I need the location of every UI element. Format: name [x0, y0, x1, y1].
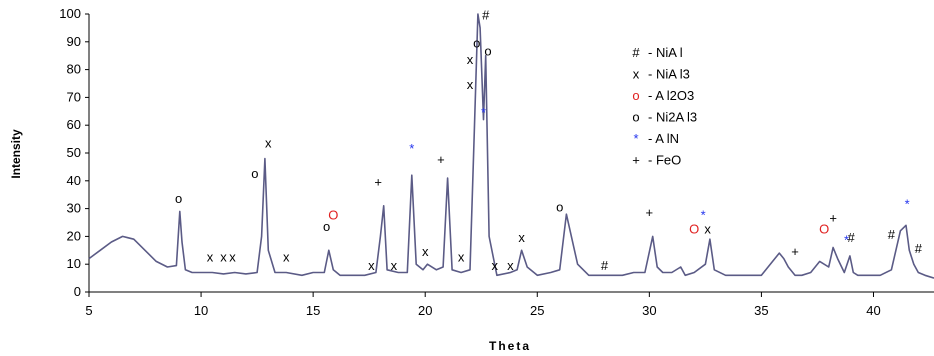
legend-label: - NiA l3 — [648, 67, 690, 82]
legend-label: - Ni2A l3 — [648, 110, 697, 125]
legend-symbol: o — [632, 110, 639, 125]
phase-marker: x — [704, 222, 711, 237]
phase-marker: o — [175, 191, 182, 206]
legend-symbol: * — [633, 131, 638, 146]
phase-marker: x — [283, 249, 290, 264]
phase-marker: o — [484, 44, 491, 59]
x-tick-label: 10 — [194, 303, 208, 318]
phase-marker: * — [481, 105, 486, 120]
phase-marker: # — [888, 227, 896, 242]
y-tick-label: 90 — [67, 34, 81, 49]
legend-label: - NiA l — [648, 45, 683, 60]
phase-marker: x — [507, 258, 514, 273]
legend-label: - FeO — [648, 153, 681, 168]
x-tick-label: 5 — [85, 303, 92, 318]
phase-marker: x — [368, 258, 375, 273]
x-tick-label: 20 — [418, 303, 432, 318]
y-tick-label: 70 — [67, 89, 81, 104]
series-line — [88, 13, 934, 279]
y-tick-group: 0 10 20 30 40 50 60 70 80 90 100 — [59, 6, 89, 299]
y-tick-label: 100 — [59, 6, 81, 21]
phase-marker: O — [689, 222, 699, 237]
x-axis: 5 10 15 20 25 30 35 40 — [85, 291, 934, 318]
phase-marker: # — [482, 8, 490, 23]
x-tick-label: 25 — [530, 303, 544, 318]
legend: # - NiA l x - NiA l3 o - A l2O3 o - Ni2A l3 * - … — [632, 45, 697, 168]
x-axis-title: Theta — [489, 339, 531, 353]
phase-marker: # — [601, 258, 609, 273]
x-tick-group: 5 10 15 20 25 30 35 40 — [85, 292, 881, 318]
phase-marker: + — [646, 205, 654, 220]
phase-marker: o — [251, 166, 258, 181]
legend-symbol: o — [632, 88, 639, 103]
phase-marker: O — [328, 208, 338, 223]
phase-marker: x — [491, 258, 498, 273]
y-tick-label: 60 — [67, 117, 81, 132]
phase-marker: x — [467, 52, 474, 67]
phase-marker: + — [437, 152, 445, 167]
phase-marker: x — [220, 249, 227, 264]
phase-marker: x — [518, 230, 525, 245]
y-tick-label: 20 — [67, 228, 81, 243]
y-tick-label: 80 — [67, 62, 81, 77]
legend-label: - A lN — [648, 131, 679, 146]
phase-marker: O — [819, 222, 829, 237]
legend-symbol: # — [632, 45, 640, 60]
x-tick-label: 35 — [754, 303, 768, 318]
phase-marker: x — [265, 135, 272, 150]
y-tick-label: 0 — [74, 284, 81, 299]
phase-marker: # — [915, 241, 923, 256]
x-tick-label: 40 — [866, 303, 880, 318]
y-axis-title: Intensity — [9, 129, 23, 179]
phase-marker: x — [458, 249, 465, 264]
phase-marker: * — [844, 233, 849, 248]
y-tick-label: 30 — [67, 201, 81, 216]
phase-marker: o — [473, 35, 480, 50]
phase-marker: o — [556, 199, 563, 214]
phase-marker: + — [829, 211, 837, 226]
y-tick-label: 50 — [67, 145, 81, 160]
phase-marker: x — [229, 249, 236, 264]
phase-marker: + — [374, 174, 382, 189]
legend-symbol: + — [632, 153, 640, 168]
y-tick-label: 10 — [67, 256, 81, 271]
legend-symbol: x — [633, 67, 640, 82]
y-tick-label: 40 — [67, 173, 81, 188]
phase-marker: + — [791, 244, 799, 259]
phase-marker: x — [467, 77, 474, 92]
phase-marker: * — [905, 197, 910, 212]
phase-marker: * — [409, 141, 414, 156]
phase-marker: * — [701, 208, 706, 223]
y-axis: 0 10 20 30 40 50 60 70 80 90 100 — [59, 6, 90, 299]
phase-marker: # — [847, 230, 855, 245]
x-tick-label: 15 — [306, 303, 320, 318]
legend-label: - A l2O3 — [648, 88, 694, 103]
phase-marker: x — [391, 258, 398, 273]
phase-marker: x — [422, 244, 429, 259]
phase-marker: x — [207, 249, 214, 264]
phase-marker: o — [323, 219, 330, 234]
x-tick-label: 30 — [642, 303, 656, 318]
series-group — [88, 13, 934, 279]
